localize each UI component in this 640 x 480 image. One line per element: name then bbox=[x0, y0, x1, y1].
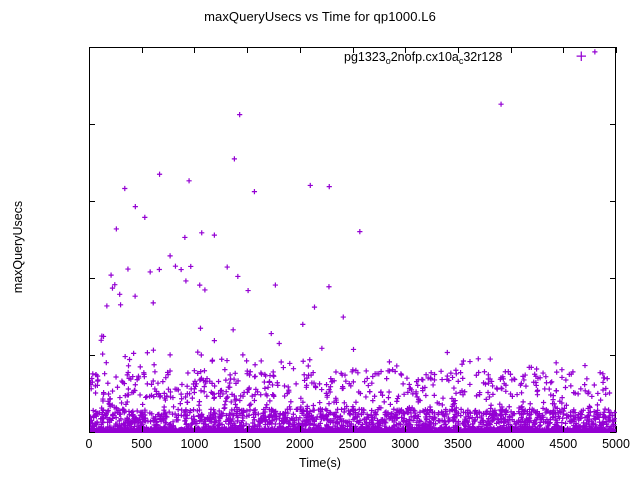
legend: pg1323o2nofp.cx10ac32r128 bbox=[344, 50, 503, 66]
x-tick-label: 1500 bbox=[233, 437, 261, 451]
x-tick-mark bbox=[247, 426, 249, 432]
scatter-points-svg bbox=[90, 49, 617, 433]
y-tick-mark bbox=[610, 47, 616, 48]
x-tick-mark bbox=[141, 426, 143, 432]
x-tick-mark bbox=[299, 426, 301, 432]
x-tick-mark bbox=[510, 47, 512, 53]
x-tick-label: 500 bbox=[131, 437, 153, 451]
x-tick-mark bbox=[405, 426, 407, 432]
x-tick-label: 1000 bbox=[180, 437, 209, 451]
y-tick-mark bbox=[89, 201, 95, 202]
legend-subscript: c bbox=[458, 56, 464, 66]
x-tick-label: 3500 bbox=[443, 437, 472, 451]
x-tick-mark bbox=[352, 426, 354, 432]
x-tick-mark bbox=[299, 47, 301, 53]
x-tick-mark bbox=[563, 426, 565, 432]
x-tick-label: 2500 bbox=[338, 437, 367, 451]
plot-area bbox=[89, 47, 617, 433]
x-tick-mark bbox=[194, 47, 196, 53]
chart-title: maxQueryUsecs vs Time for qp1000.L6 bbox=[204, 9, 436, 24]
x-tick-mark bbox=[247, 47, 249, 53]
legend-marker-plus-icon: + bbox=[575, 47, 588, 65]
y-tick-mark bbox=[610, 355, 616, 356]
x-tick-label: 4500 bbox=[549, 437, 578, 451]
x-tick-mark bbox=[563, 47, 565, 53]
x-tick-mark bbox=[405, 47, 407, 53]
y-tick-mark bbox=[89, 47, 95, 48]
x-tick-label: 5000 bbox=[602, 437, 630, 451]
y-tick-mark bbox=[89, 355, 95, 356]
x-tick-label: 4000 bbox=[496, 437, 525, 451]
legend-subscript: o bbox=[385, 56, 391, 66]
x-tick-mark bbox=[616, 47, 617, 53]
x-tick-mark bbox=[616, 426, 617, 432]
x-tick-mark bbox=[457, 47, 459, 53]
x-tick-label: 0 bbox=[85, 437, 93, 451]
scatter-points-layer bbox=[90, 48, 617, 433]
x-tick-label: 2000 bbox=[285, 437, 314, 451]
y-tick-mark bbox=[610, 278, 616, 279]
legend-entry-label: pg1323o2nofp.cx10ac32r128 bbox=[344, 50, 503, 66]
y-tick-mark bbox=[89, 432, 95, 433]
x-tick-mark bbox=[141, 47, 143, 53]
y-tick-mark bbox=[610, 432, 616, 433]
x-tick-mark bbox=[194, 426, 196, 432]
y-tick-mark bbox=[89, 278, 95, 279]
y-tick-mark bbox=[610, 201, 616, 202]
x-tick-mark bbox=[510, 426, 512, 432]
x-axis-title: Time(s) bbox=[299, 456, 341, 470]
x-tick-mark bbox=[457, 426, 459, 432]
x-tick-label: 3000 bbox=[391, 437, 420, 451]
y-tick-mark bbox=[89, 124, 95, 125]
y-axis-title: maxQueryUsecs bbox=[11, 200, 25, 294]
x-tick-mark bbox=[89, 426, 90, 432]
x-tick-mark bbox=[89, 47, 90, 53]
x-tick-mark bbox=[352, 47, 354, 53]
y-tick-mark bbox=[610, 124, 616, 125]
scatter-marker-group bbox=[90, 49, 617, 433]
